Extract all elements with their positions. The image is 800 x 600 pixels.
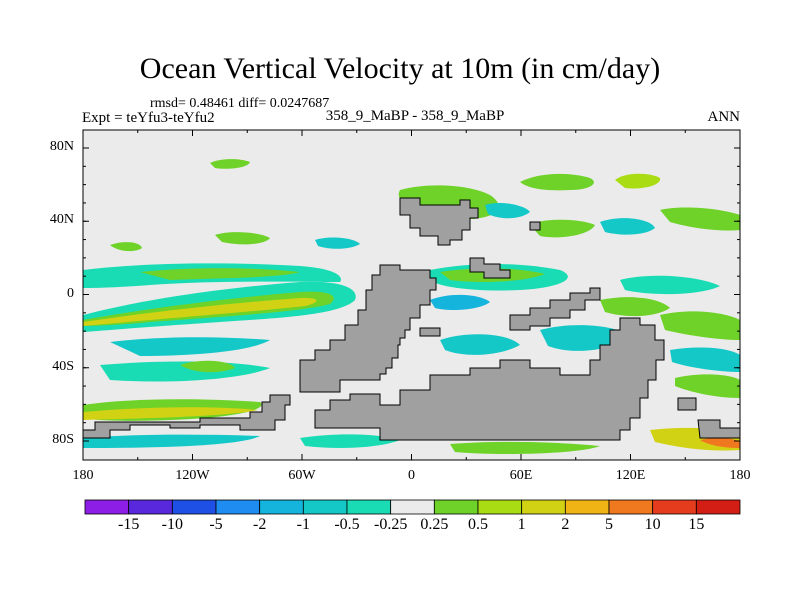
anomaly-patch xyxy=(180,360,235,373)
colorbar-label: 1 xyxy=(517,516,526,533)
anomaly-patch xyxy=(485,202,530,219)
anomaly-patch xyxy=(440,334,520,355)
colorbar-label: -15 xyxy=(117,516,140,533)
anomaly-patch xyxy=(110,242,142,252)
colorbar-label: -5 xyxy=(209,516,223,533)
figure-title: Ocean Vertical Velocity at 10m (in cm/da… xyxy=(139,52,661,85)
anomaly-patch xyxy=(83,297,317,326)
anomaly-patch xyxy=(300,434,400,448)
lat-tick-label: 40N xyxy=(49,212,74,228)
anomaly-patch xyxy=(615,173,661,189)
colorbar-swatch xyxy=(695,499,741,515)
land-island xyxy=(529,221,541,231)
anomaly-patch xyxy=(83,434,260,448)
anomaly-patch xyxy=(600,218,655,235)
colorbar-swatch xyxy=(302,499,348,515)
colorbar xyxy=(84,499,741,515)
land-island xyxy=(677,397,697,411)
colorbar-swatch xyxy=(346,499,392,515)
anomaly-patch xyxy=(660,311,740,340)
anomaly-patch xyxy=(430,294,490,310)
anomaly-patch xyxy=(315,237,360,249)
colorbar-label: -1 xyxy=(296,516,310,533)
colorbar-swatch xyxy=(433,499,479,515)
colorbar-label: 5 xyxy=(605,516,613,533)
colorbar-label: 10 xyxy=(644,516,661,533)
anomaly-patch xyxy=(140,268,300,280)
colorbar-label: -0.5 xyxy=(334,516,360,533)
colorbar-swatch xyxy=(477,499,523,515)
colorbar-label: 0.25 xyxy=(420,516,449,533)
lat-tick-label: 80N xyxy=(49,139,74,154)
lat-tick-label: 40S xyxy=(52,358,74,374)
colorbar-swatch xyxy=(128,499,173,515)
land-island xyxy=(469,257,511,279)
map-plot xyxy=(82,129,741,461)
anomaly-patch xyxy=(215,232,270,245)
colorbar-swatch xyxy=(521,499,566,515)
colorbar-swatch xyxy=(259,499,304,515)
anomaly-patch xyxy=(520,173,594,191)
anomaly-patch xyxy=(450,441,600,454)
anomaly-patch xyxy=(675,374,740,398)
colorbar-swatch xyxy=(564,499,610,515)
land-island xyxy=(419,327,441,337)
anomaly-patch xyxy=(83,407,258,420)
land-northern-continent xyxy=(399,197,479,246)
lon-tick-label: 180 xyxy=(72,468,94,483)
experiment-label: Expt = teYfu3-teYfu2 xyxy=(82,110,215,126)
colorbar-swatch xyxy=(215,499,261,515)
colorbar-label: 2 xyxy=(561,516,570,533)
lat-tick-label: 0 xyxy=(67,285,74,301)
colorbar-label: -10 xyxy=(161,516,183,533)
land-southern-strip xyxy=(82,394,291,439)
season-label: ANN xyxy=(707,109,741,125)
case-label: 358_9_MaBP - 358_9_MaBP xyxy=(325,108,505,124)
lon-tick-label: 0 xyxy=(408,468,415,483)
colorbar-label: -2 xyxy=(252,516,267,533)
colorbar-label: 15 xyxy=(688,516,705,533)
land-masses xyxy=(82,197,741,441)
colorbar-swatch xyxy=(652,499,697,515)
colorbar-swatch xyxy=(608,499,654,515)
stats-text: rmsd= 0.48461 diff= 0.0247687 xyxy=(150,96,330,111)
anomaly-patch xyxy=(620,275,720,295)
axis-ticks xyxy=(82,130,741,460)
colorbar-swatch xyxy=(171,499,217,515)
lon-tick-label: 120E xyxy=(615,468,646,483)
anomaly-patch xyxy=(110,337,270,356)
colorbar-swatch xyxy=(390,499,435,515)
lon-tick-label: 60E xyxy=(509,468,533,483)
colorbar-label: 0.5 xyxy=(468,516,488,533)
lon-tick-label: 60W xyxy=(288,468,316,483)
lat-tick-label: 80S xyxy=(52,432,74,447)
anomaly-patch xyxy=(210,159,250,169)
colorbar-swatch xyxy=(84,499,130,515)
lon-tick-label: 120W xyxy=(175,468,210,483)
lon-tick-label: 180 xyxy=(729,468,751,483)
land-central-continent xyxy=(299,264,437,393)
anomaly-patch xyxy=(530,219,595,238)
anomaly-patch xyxy=(670,347,740,372)
land-southern-continent xyxy=(314,317,665,441)
anomaly-patch xyxy=(540,325,630,351)
anomaly-patch xyxy=(660,207,740,231)
land-peninsula xyxy=(509,287,601,331)
colorbar-label: -0.25 xyxy=(373,516,408,533)
anomaly-patch xyxy=(700,437,740,448)
anomaly-patch xyxy=(600,297,670,317)
